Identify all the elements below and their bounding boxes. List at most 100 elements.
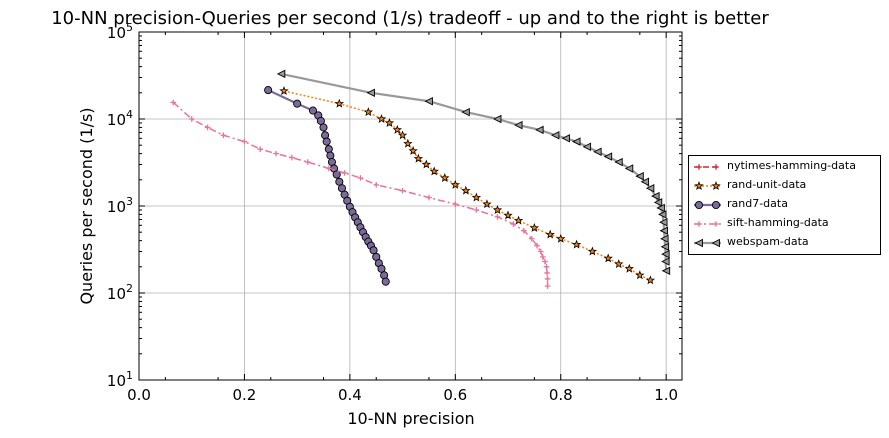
data-point: [341, 170, 348, 176]
data-point: [471, 192, 482, 202]
series-rand-unit-data: [279, 86, 656, 285]
data-point: [473, 207, 480, 213]
plot-frame: [138, 31, 683, 381]
data-point: [326, 151, 335, 160]
data-point: [188, 116, 195, 122]
data-point: [556, 233, 566, 243]
x-tick-label: 0.6: [443, 386, 467, 404]
data-point: [279, 86, 289, 95]
data-point: [550, 131, 560, 140]
legend: nytimes-hamming-data rand-unit-data rand…: [688, 155, 881, 255]
x-axis-label: 10-NN precision: [347, 409, 474, 428]
data-point: [482, 199, 492, 209]
data-point: [694, 238, 703, 248]
data-point: [711, 200, 721, 210]
data-point: [653, 198, 663, 207]
data-point: [624, 164, 634, 173]
legend-item: rand-unit-data: [689, 177, 880, 195]
y-tick-label: 101: [107, 369, 133, 390]
data-point: [711, 238, 720, 248]
data-point: [544, 276, 551, 282]
x-tick-label: 1.0: [654, 386, 678, 404]
data-point: [713, 221, 719, 227]
data-point: [426, 194, 432, 201]
data-point: [694, 181, 704, 190]
x-tick-label: 0.2: [233, 386, 257, 404]
data-point: [492, 205, 503, 214]
data-point: [713, 164, 719, 170]
data-point: [399, 187, 406, 194]
data-point: [660, 242, 670, 251]
data-point: [544, 270, 550, 276]
data-point: [366, 88, 375, 98]
data-point: [319, 123, 328, 132]
data-point: [494, 214, 501, 220]
data-point: [657, 210, 667, 219]
data-point: [645, 275, 656, 285]
y-tick-label: 103: [107, 195, 133, 216]
data-point: [510, 221, 517, 227]
data-point: [660, 234, 669, 244]
data-point: [273, 150, 279, 157]
data-point: [659, 226, 669, 235]
data-point: [376, 114, 387, 123]
data-point: [635, 270, 645, 280]
data-point: [304, 159, 311, 165]
data-point: [514, 120, 523, 130]
data-point: [661, 257, 670, 266]
data-point: [392, 124, 403, 134]
data-point: [587, 246, 598, 256]
data-point: [492, 114, 502, 124]
series-webspam-data: [276, 69, 671, 276]
data-point: [537, 248, 544, 255]
legend-item: sift-hamming-data: [689, 215, 880, 233]
data-point: [543, 264, 550, 270]
data-point: [640, 177, 650, 186]
legend-swatch: [694, 221, 721, 227]
data-point: [397, 130, 408, 140]
chart-title: 10-NN precision-Queries per second (1/s)…: [51, 8, 769, 29]
data-point: [540, 254, 546, 260]
data-point: [513, 215, 524, 225]
data-point: [461, 185, 471, 195]
data-point: [529, 222, 540, 232]
data-point: [170, 99, 177, 106]
y-tick-label: 102: [107, 282, 133, 303]
x-tick-label: 0.8: [549, 386, 573, 404]
series-layer: [170, 69, 671, 289]
data-point: [421, 159, 432, 169]
data-point: [424, 97, 433, 106]
legend-label: rand7-data: [727, 197, 788, 210]
data-point: [429, 166, 439, 176]
data-point: [413, 153, 424, 163]
data-point: [308, 106, 318, 115]
data-point: [542, 258, 548, 265]
data-point: [381, 277, 390, 286]
legend-swatch: [694, 200, 721, 210]
grid: [138, 31, 682, 381]
data-point: [696, 164, 702, 170]
data-point: [293, 99, 302, 108]
legend-label: rand-unit-data: [727, 178, 807, 191]
legend-swatch: [694, 238, 721, 248]
data-point: [264, 86, 273, 95]
data-point: [503, 210, 513, 220]
data-point: [659, 218, 668, 227]
legend-item: nytimes-hamming-data: [689, 158, 880, 176]
x-tick-label: 0.4: [338, 386, 362, 404]
data-point: [593, 147, 602, 157]
data-point: [645, 184, 655, 193]
data-point: [656, 203, 665, 213]
data-point: [603, 253, 613, 263]
data-point: [450, 179, 461, 189]
data-point: [408, 145, 418, 155]
data-point: [461, 107, 470, 117]
data-point: [561, 134, 570, 143]
data-point: [603, 152, 613, 161]
legend-item: webspam-data: [689, 234, 880, 252]
data-point: [535, 125, 544, 135]
data-point: [534, 242, 540, 249]
data-point: [614, 157, 623, 167]
data-point: [711, 181, 721, 190]
